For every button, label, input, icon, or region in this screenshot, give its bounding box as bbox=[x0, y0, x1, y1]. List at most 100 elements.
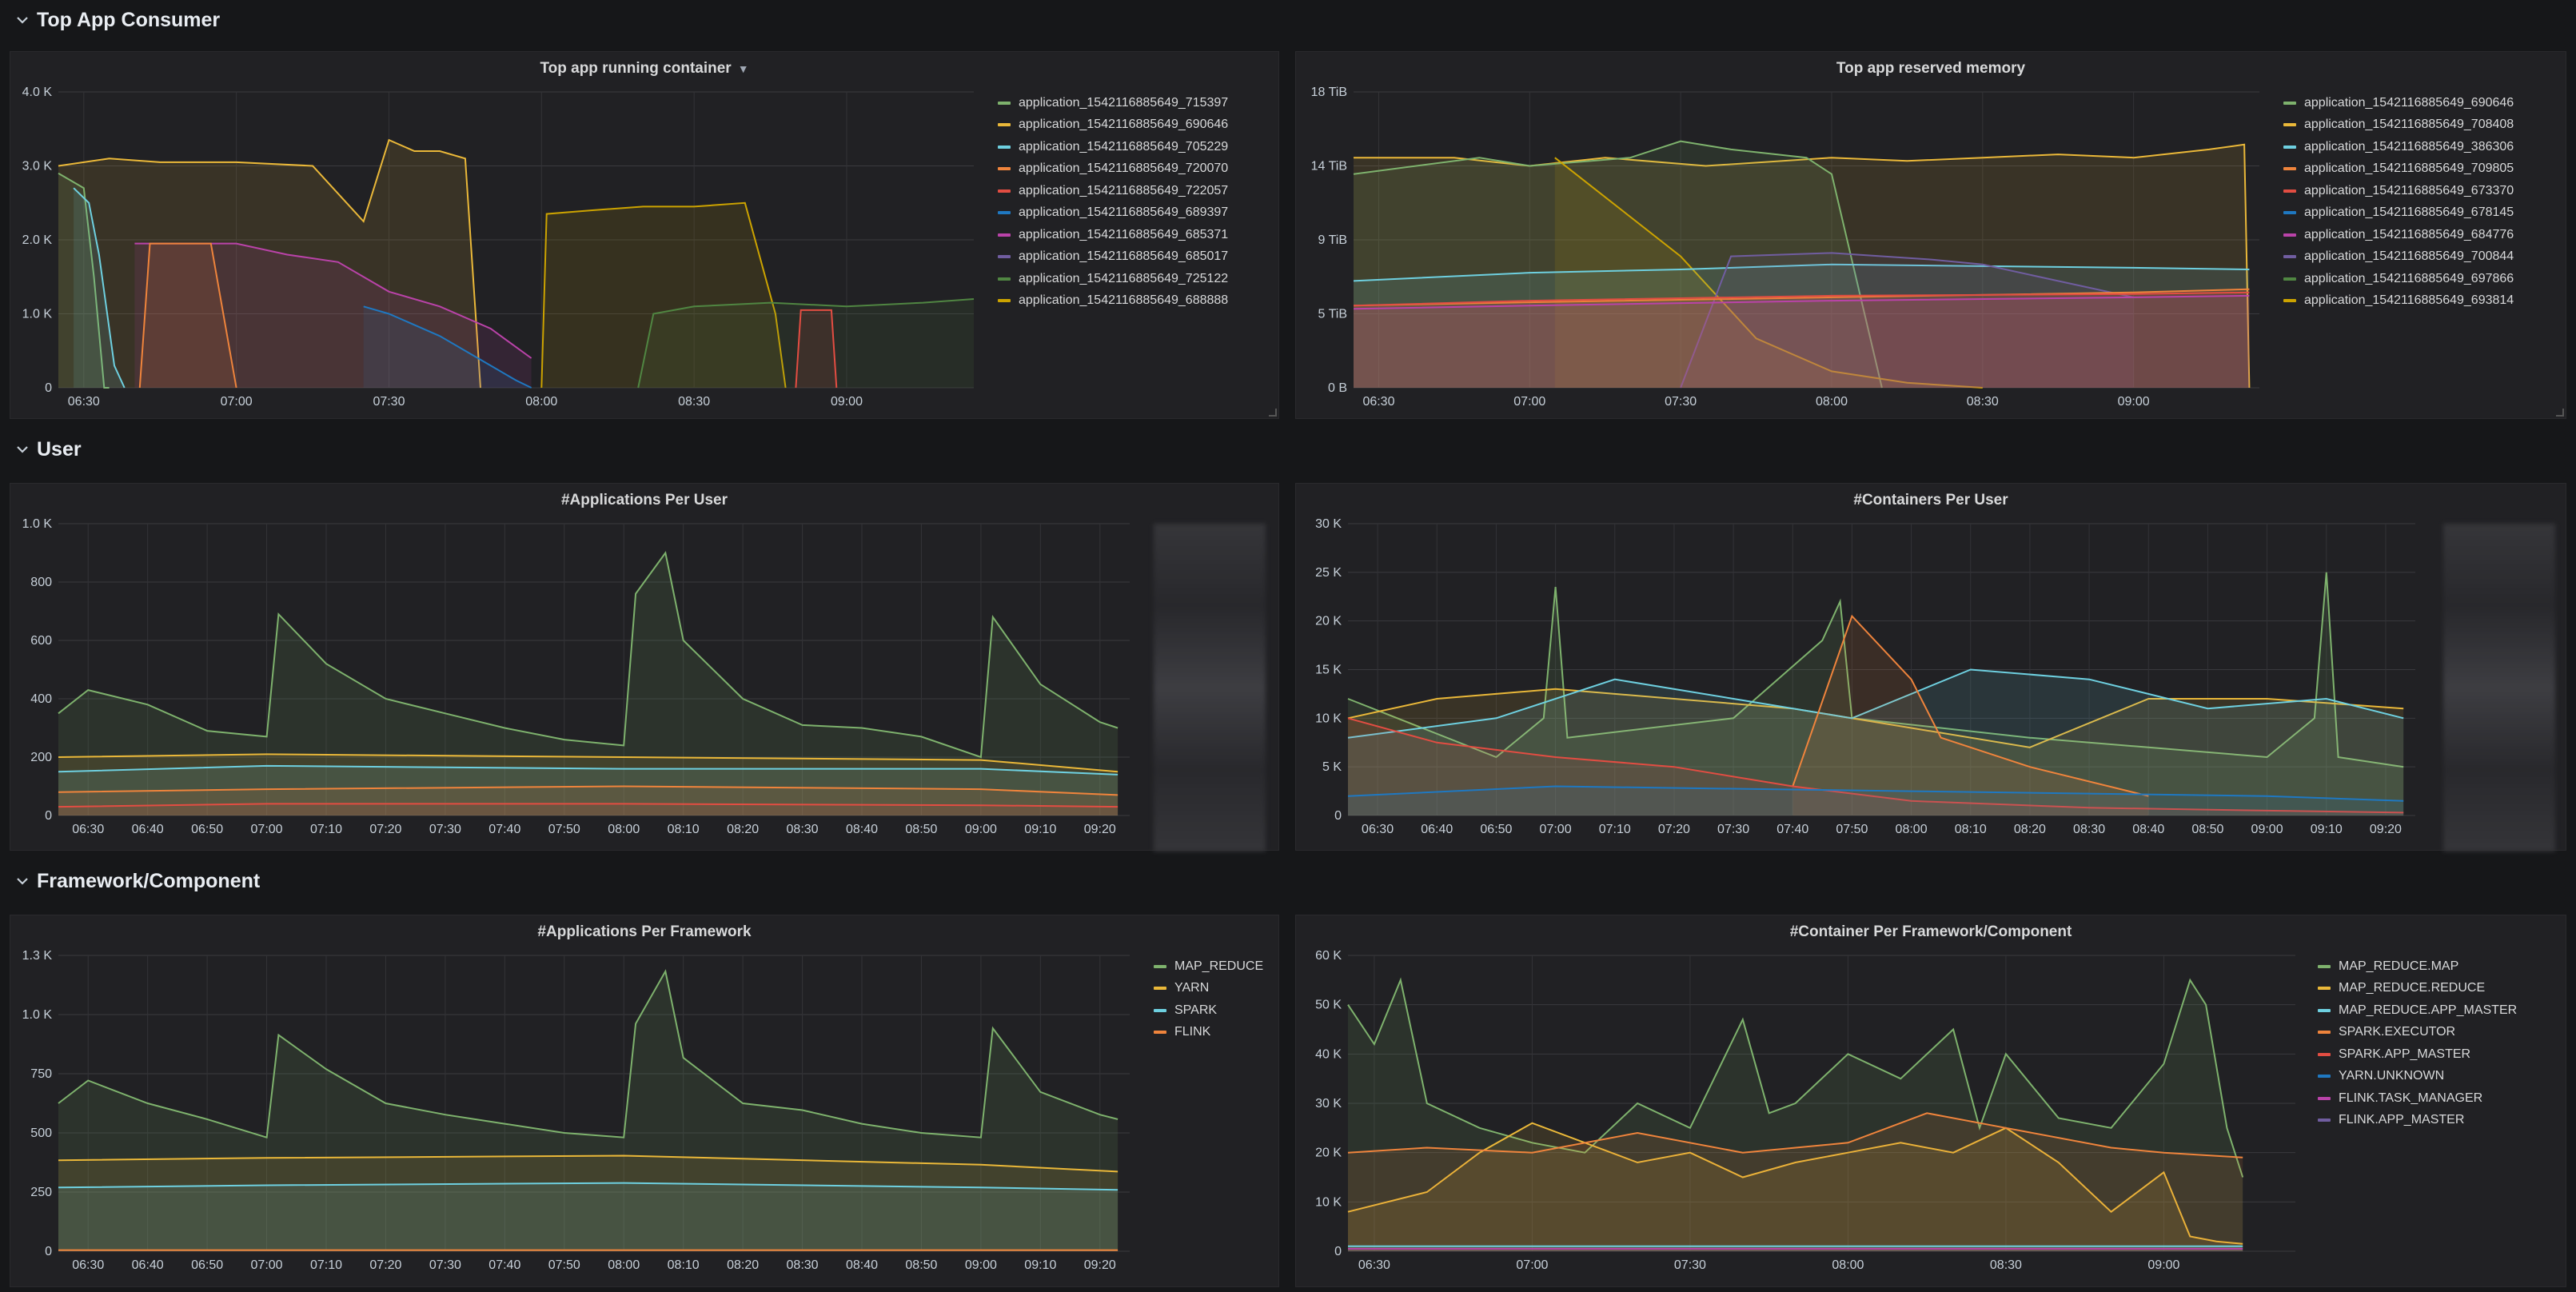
legend-item[interactable]: MAP_REDUCE.REDUCE bbox=[2318, 978, 2517, 1000]
legend-item[interactable]: application_1542116885649_690646 bbox=[2283, 92, 2514, 114]
panel-title[interactable]: #Container Per Framework/Component bbox=[1296, 923, 2566, 941]
series-line[interactable] bbox=[58, 764, 1119, 776]
panel-title[interactable]: #Containers Per User bbox=[1296, 492, 2566, 509]
series-line[interactable] bbox=[58, 785, 1119, 796]
series-line[interactable] bbox=[1347, 668, 2404, 739]
legend-item[interactable]: application_1542116885649_690646 bbox=[998, 114, 1228, 137]
legend-item[interactable]: application_1542116885649_673370 bbox=[2283, 180, 2514, 202]
legend-item[interactable]: application_1542116885649_708408 bbox=[2283, 114, 2514, 137]
row-header-framework[interactable]: Framework/Component bbox=[0, 861, 2576, 901]
series-line[interactable] bbox=[1347, 785, 2404, 802]
legend-item[interactable]: FLINK.APP_MASTER bbox=[2318, 1110, 2517, 1132]
series-line[interactable] bbox=[1347, 1122, 2243, 1245]
row-header-top-app[interactable]: Top App Consumer bbox=[0, 0, 2576, 40]
legend-label: SPARK.EXECUTOR bbox=[2339, 1025, 2456, 1039]
x-tick-label: 06:30 bbox=[1362, 823, 1394, 836]
series-line[interactable] bbox=[138, 242, 237, 389]
series-line[interactable] bbox=[58, 1182, 1119, 1191]
legend-item[interactable]: application_1542116885649_689397 bbox=[998, 202, 1228, 225]
legend-item[interactable]: application_1542116885649_705229 bbox=[998, 136, 1228, 158]
x-tick-label: 08:50 bbox=[905, 1258, 937, 1272]
legend-item[interactable]: YARN bbox=[1154, 978, 1263, 1000]
panel-title-text: #Applications Per Framework bbox=[537, 923, 752, 940]
legend-item[interactable]: FLINK bbox=[1154, 1022, 1263, 1044]
resize-handle-icon[interactable] bbox=[1269, 409, 1277, 417]
legend-label: MAP_REDUCE.MAP bbox=[2339, 959, 2459, 973]
y-tick-label: 30 K bbox=[1315, 1097, 1342, 1111]
legend-item[interactable]: application_1542116885649_715397 bbox=[998, 92, 1228, 114]
series-line[interactable] bbox=[1347, 572, 2404, 768]
series-line[interactable] bbox=[58, 551, 1119, 759]
series-line[interactable] bbox=[58, 753, 1119, 773]
series-line[interactable] bbox=[1353, 263, 2250, 282]
legend-item[interactable]: application_1542116885649_685371 bbox=[998, 224, 1228, 246]
series-line[interactable] bbox=[58, 969, 1119, 1139]
series-line[interactable] bbox=[637, 298, 975, 389]
legend-item[interactable]: SPARK.APP_MASTER bbox=[2318, 1043, 2517, 1066]
legend-swatch bbox=[2318, 964, 2331, 968]
legend-item[interactable]: SPARK.EXECUTOR bbox=[2318, 1022, 2517, 1044]
y-tick-label: 1.0 K bbox=[22, 1008, 53, 1022]
series-line[interactable] bbox=[795, 309, 838, 389]
resize-handle-icon[interactable] bbox=[2556, 409, 2564, 417]
series-line[interactable] bbox=[134, 242, 532, 359]
legend-item[interactable]: application_1542116885649_720070 bbox=[998, 158, 1228, 181]
legend-item[interactable]: MAP_REDUCE bbox=[1154, 955, 1263, 978]
series-line[interactable] bbox=[1353, 140, 1883, 389]
caret-down-icon[interactable]: ▼ bbox=[737, 62, 749, 75]
legend-item[interactable]: MAP_REDUCE.MAP bbox=[2318, 955, 2517, 978]
panel-top-app-running-container[interactable]: Top app running container ▼ 0 1.0 K 2.0 K 3.… bbox=[10, 51, 1279, 419]
series-area bbox=[1348, 786, 2404, 815]
legend-item[interactable]: application_1542116885649_684776 bbox=[2283, 224, 2514, 246]
series-line[interactable] bbox=[1347, 977, 2244, 1178]
legend-item[interactable]: application_1542116885649_722057 bbox=[998, 180, 1228, 202]
series-line[interactable] bbox=[73, 187, 126, 389]
series-line[interactable] bbox=[1792, 614, 2149, 797]
panel-container-per-framework-component[interactable]: #Container Per Framework/Component 0 10 K… bbox=[1295, 915, 2566, 1287]
legend-item[interactable]: application_1542116885649_685017 bbox=[998, 246, 1228, 269]
panel-containers-per-user[interactable]: #Containers Per User 0 5 K 10 K 15 K 20 K 25 … bbox=[1295, 483, 2566, 851]
series-line[interactable] bbox=[1353, 288, 2250, 307]
panel-applications-per-user[interactable]: #Applications Per User 0 200 400 600 800 1.0 … bbox=[10, 483, 1279, 851]
series-line[interactable] bbox=[1680, 252, 2134, 389]
legend-item[interactable]: application_1542116885649_693814 bbox=[2283, 290, 2514, 313]
legend-item[interactable]: application_1542116885649_386306 bbox=[2283, 136, 2514, 158]
x-tick-label: 07:30 bbox=[429, 823, 461, 836]
x-tick-label: 09:10 bbox=[1024, 823, 1056, 836]
panel-title[interactable]: Top app reserved memory bbox=[1296, 60, 2566, 78]
series-area bbox=[1348, 669, 2404, 815]
x-tick-label: 09:20 bbox=[1084, 1258, 1116, 1272]
legend-item[interactable]: FLINK.TASK_MANAGER bbox=[2318, 1087, 2517, 1110]
panel-title[interactable]: Top app running container ▼ bbox=[10, 60, 1278, 78]
panel-title[interactable]: #Applications Per User bbox=[10, 492, 1278, 509]
legend-item[interactable]: application_1542116885649_700844 bbox=[2283, 246, 2514, 269]
series-line[interactable] bbox=[58, 138, 481, 389]
x-tick-label: 09:00 bbox=[965, 1258, 997, 1272]
y-tick-label: 800 bbox=[30, 576, 52, 589]
series-area bbox=[1348, 688, 2404, 815]
series-line[interactable] bbox=[1353, 291, 2250, 307]
legend-item[interactable]: application_1542116885649_725122 bbox=[998, 268, 1228, 290]
series-line[interactable] bbox=[1353, 294, 2250, 310]
legend-item[interactable]: SPARK bbox=[1154, 999, 1263, 1022]
legend-item[interactable]: YARN.UNKNOWN bbox=[2318, 1066, 2517, 1088]
legend-item[interactable]: MAP_REDUCE.APP_MASTER bbox=[2318, 999, 2517, 1022]
legend-item[interactable]: application_1542116885649_688888 bbox=[998, 290, 1228, 313]
legend-label: SPARK bbox=[1174, 1003, 1218, 1017]
legend-item[interactable]: application_1542116885649_697866 bbox=[2283, 268, 2514, 290]
series-line[interactable] bbox=[1554, 157, 1983, 389]
panel-title[interactable]: #Applications Per Framework bbox=[10, 923, 1278, 941]
y-tick-label: 600 bbox=[30, 634, 52, 648]
series-line[interactable] bbox=[1347, 1112, 2243, 1158]
series-line[interactable] bbox=[363, 305, 532, 389]
series-line[interactable] bbox=[58, 172, 110, 389]
series-line[interactable] bbox=[58, 1154, 1119, 1173]
series-line[interactable] bbox=[540, 201, 787, 389]
series-line[interactable] bbox=[1347, 717, 2404, 814]
panel-top-app-reserved-memory[interactable]: Top app reserved memory 0 B 5 TiB 9 TiB 14 … bbox=[1295, 51, 2566, 419]
row-header-user[interactable]: User bbox=[0, 429, 2576, 469]
series-line[interactable] bbox=[58, 803, 1119, 808]
legend-item[interactable]: application_1542116885649_709805 bbox=[2283, 158, 2514, 181]
panel-applications-per-framework[interactable]: #Applications Per Framework 0 250 500 750 1.… bbox=[10, 915, 1279, 1287]
legend-item[interactable]: application_1542116885649_678145 bbox=[2283, 202, 2514, 225]
